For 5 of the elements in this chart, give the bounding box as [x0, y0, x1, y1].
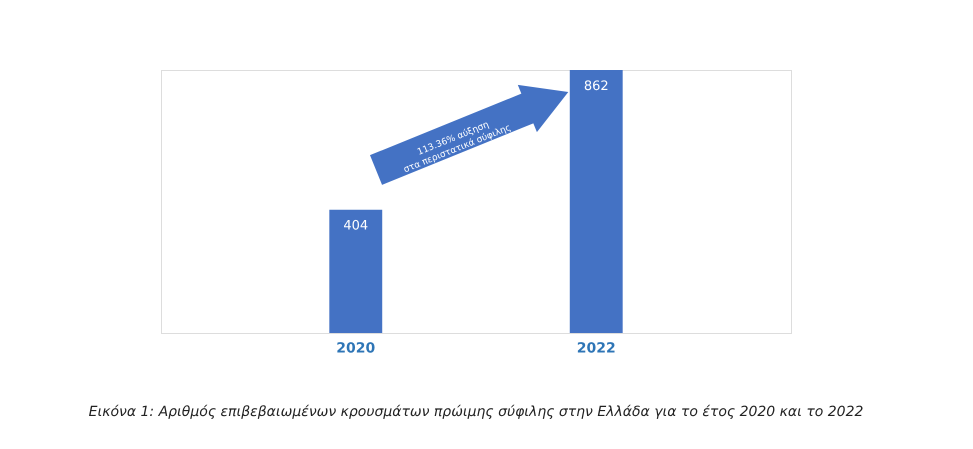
x-tick-label: 2020: [336, 340, 376, 356]
text: Εικόνα 1: Αριθμός επιβεβαιωμένων κρουσμάτων πρώιμης σύφιλης στην Ελλάδα για το έτος 2020 και το 2022: [88, 404, 864, 420]
data-label: 404: [343, 218, 368, 234]
x-tick-label: 2022: [576, 340, 616, 356]
data-label: 862: [584, 79, 609, 94]
